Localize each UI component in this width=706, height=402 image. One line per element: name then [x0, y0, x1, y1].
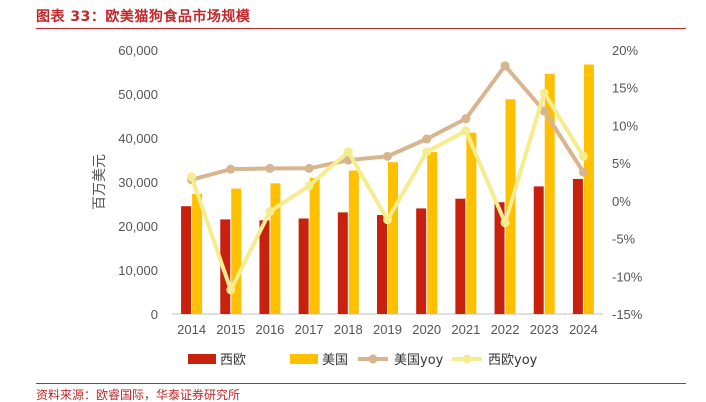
y2-tick-label: -10%	[612, 269, 643, 284]
point-美国yoy	[383, 151, 392, 161]
y2-tick-label: 5%	[612, 156, 631, 171]
point-西欧yoy	[304, 181, 314, 191]
y-tick-label: 50,000	[118, 87, 158, 102]
legend-label: 西欧yoy	[488, 353, 538, 368]
bar-美国	[583, 64, 594, 315]
x-tick-label: 2021	[451, 322, 480, 337]
x-tick-label: 2020	[412, 322, 441, 337]
point-美国yoy	[422, 134, 432, 144]
bar-美国	[192, 193, 203, 314]
x-tick-label: 2017	[295, 322, 324, 337]
x-tick-label: 2019	[373, 322, 402, 337]
point-美国yoy	[304, 163, 314, 173]
line-西欧yoy	[189, 90, 586, 292]
market-size-chart: 0 10,000 20,000 30,000 40,000 50,000 60,000 -15…	[92, 43, 643, 368]
figure-title: 图表 33：欧美猫狗食品市场规模	[36, 9, 251, 25]
legend-swatch-美国	[290, 354, 318, 364]
bar-美国	[270, 183, 281, 314]
y-tick-label: 60,000	[118, 43, 158, 58]
bar-美国	[309, 178, 320, 314]
legend: 西欧 美国 美国yoy 西欧yoy	[188, 353, 538, 368]
point-美国yoy	[539, 106, 549, 116]
bar-西欧	[181, 206, 192, 314]
title-divider	[36, 28, 686, 29]
bar-西欧	[533, 186, 544, 314]
point-美国yoy	[578, 167, 588, 177]
y2-tick-label: -15%	[612, 307, 643, 322]
x-tick-label: 2015	[216, 322, 245, 337]
legend-label: 西欧	[220, 353, 246, 368]
y-tick-label: 0	[151, 307, 158, 322]
y2-tick-label: -5%	[612, 232, 636, 247]
x-tick-label: 2014	[177, 322, 206, 337]
y2-tick-label: 15%	[612, 81, 638, 96]
point-美国yoy	[500, 61, 510, 71]
point-西欧yoy	[265, 206, 275, 216]
x-tick-label: 2016	[255, 322, 284, 337]
bar-美国	[466, 132, 477, 314]
bar-西欧	[259, 220, 270, 314]
y2-tick-label: 20%	[612, 43, 638, 58]
point-美国yoy	[226, 164, 236, 174]
bar-美国	[231, 188, 242, 314]
bar-西欧	[494, 202, 505, 314]
point-西欧yoy	[461, 126, 471, 136]
bar-西欧	[377, 215, 387, 314]
y-axis-title: 百万美元	[92, 154, 108, 210]
bar-西欧	[455, 198, 466, 314]
point-西欧yoy	[578, 151, 588, 161]
y2-tick-label: 10%	[612, 118, 638, 133]
y-tick-label: 10,000	[118, 263, 158, 278]
bar-西欧	[298, 218, 309, 314]
bar-美国	[544, 73, 555, 314]
x-tick-label: 2023	[530, 322, 559, 337]
source-divider	[36, 383, 686, 384]
y-tick-label: 40,000	[118, 131, 158, 146]
point-西欧yoy	[187, 172, 197, 182]
y2-tick-label: 0%	[612, 194, 631, 209]
point-西欧yoy	[500, 218, 510, 228]
bar-西欧	[572, 178, 583, 314]
bars-layer	[181, 64, 594, 315]
bar-西欧	[416, 208, 427, 314]
bar-西欧	[337, 212, 348, 314]
legend-marker-美国yoy	[368, 354, 378, 364]
legend-label: 美国yoy	[394, 353, 444, 368]
x-tick-label: 2018	[334, 322, 363, 337]
y-tick-label: 20,000	[118, 219, 158, 234]
bar-西欧	[220, 219, 231, 314]
bar-美国	[427, 152, 438, 314]
point-西欧yoy	[383, 215, 392, 225]
point-西欧yoy	[539, 88, 549, 98]
source-note: 资料来源：欧睿国际，华泰证券研究所	[36, 388, 241, 402]
bar-美国	[388, 162, 398, 314]
bar-美国	[348, 170, 359, 314]
point-西欧yoy	[226, 285, 236, 295]
axes-layer: 0 10,000 20,000 30,000 40,000 50,000 60,000 -15…	[92, 43, 643, 337]
lines-layer	[187, 61, 588, 295]
point-美国yoy	[461, 114, 471, 124]
legend-label: 美国	[322, 353, 348, 368]
legend-swatch-西欧	[188, 354, 216, 364]
legend-marker-西欧yoy	[462, 354, 472, 364]
x-tick-label: 2022	[491, 322, 520, 337]
x-tick-label: 2024	[569, 322, 598, 337]
y-tick-label: 30,000	[118, 175, 158, 190]
point-西欧yoy	[343, 147, 353, 157]
point-西欧yoy	[422, 147, 432, 157]
point-美国yoy	[265, 163, 275, 173]
